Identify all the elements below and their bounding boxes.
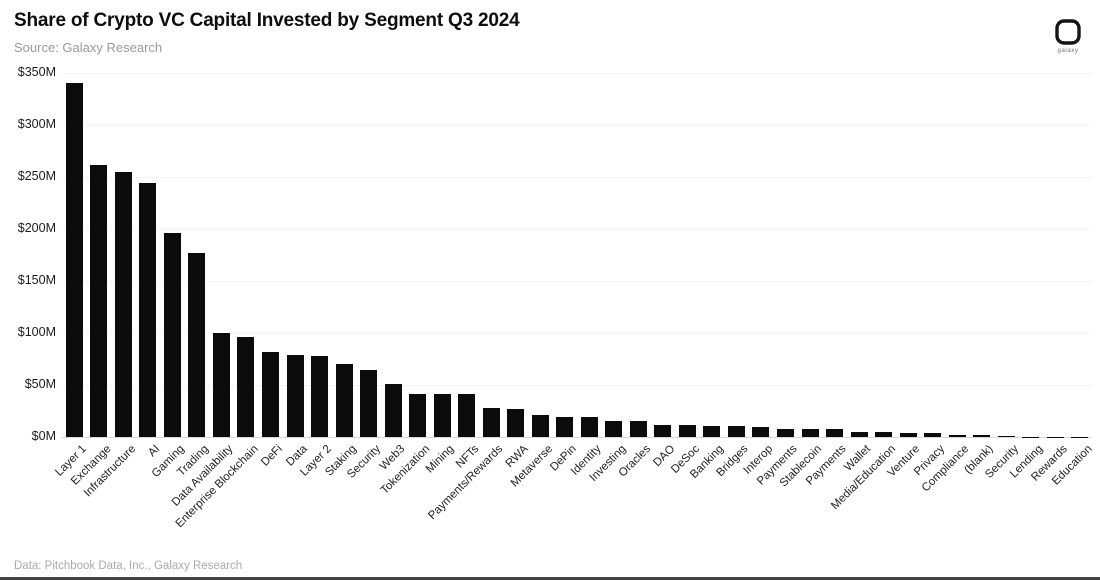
bar-identity [580, 417, 598, 437]
bar-oracles [629, 421, 647, 437]
gridline [62, 177, 1092, 178]
bar-media-education [875, 431, 892, 437]
bar-venture [899, 432, 917, 437]
bar-payments [826, 429, 843, 437]
bar-staking [335, 364, 353, 437]
bar-depin [556, 417, 574, 437]
bar-payments [777, 428, 794, 437]
bar-bridges [727, 425, 745, 437]
bar-data [286, 354, 304, 437]
y-axis-tick-label: $150M [17, 273, 56, 287]
bottom-accent-bar [0, 577, 1100, 580]
bar-enterprise-blockchain [237, 337, 255, 437]
y-axis-tick-label: $350M [17, 65, 56, 79]
y-axis-tick-label: $100M [17, 325, 56, 339]
x-axis-category-label: AI [146, 443, 163, 460]
bar-payments-rewards [482, 407, 500, 437]
gridline [62, 281, 1092, 282]
chart-title: Share of Crypto VC Capital Invested by S… [14, 10, 520, 31]
galaxy-logo: galaxy [1044, 18, 1092, 54]
bar-lending [1022, 436, 1040, 437]
gridline [62, 333, 1092, 334]
galaxy-logo-icon [1055, 19, 1081, 45]
gridline [62, 73, 1092, 74]
bar-nfts [458, 394, 476, 437]
galaxy-logo-label: galaxy [1057, 48, 1079, 54]
bar-mining [433, 394, 451, 437]
x-axis-line [62, 437, 1092, 438]
y-axis-tick-label: $200M [17, 221, 56, 235]
bar-desoc [678, 424, 696, 437]
bar-compliance [948, 434, 966, 437]
bar-privacy [924, 433, 942, 437]
bar-rwa [507, 408, 525, 437]
chart-subtitle: Source: Galaxy Research [14, 40, 163, 55]
bar-security [360, 370, 377, 437]
y-axis-tick-label: $250M [17, 169, 56, 183]
gridline [62, 229, 1092, 230]
bar-defi [262, 351, 279, 437]
bar-exchange [90, 164, 108, 437]
data-attribution: Data: Pitchbook Data, Inc., Galaxy Resea… [14, 560, 243, 572]
bar-dao [654, 424, 672, 437]
gridline [62, 385, 1092, 386]
bar-metaverse [531, 415, 549, 437]
bar-layer-1 [65, 83, 83, 437]
bar-infrastructure [114, 171, 132, 437]
bar-trading [188, 252, 206, 437]
y-axis-tick-label: $50M [24, 377, 56, 391]
bar-interop [752, 426, 770, 437]
bar-banking [703, 425, 721, 437]
bar-security [997, 436, 1015, 437]
bar-layer-2 [311, 355, 328, 437]
gridline [62, 125, 1092, 126]
bar-ai [139, 183, 157, 437]
bar-web3 [384, 384, 402, 437]
bar-stablecoin [801, 429, 819, 437]
bar-gaming [163, 233, 181, 437]
x-axis-category-label: DeFi [259, 443, 285, 469]
bar-data-availability [212, 333, 230, 437]
bar-tokenization [409, 394, 427, 437]
bar-wallet [850, 431, 868, 437]
y-axis-tick-label: $0M [31, 429, 56, 443]
bar--blank- [973, 434, 991, 437]
bar-investing [605, 421, 623, 437]
y-axis-tick-label: $300M [17, 117, 56, 131]
